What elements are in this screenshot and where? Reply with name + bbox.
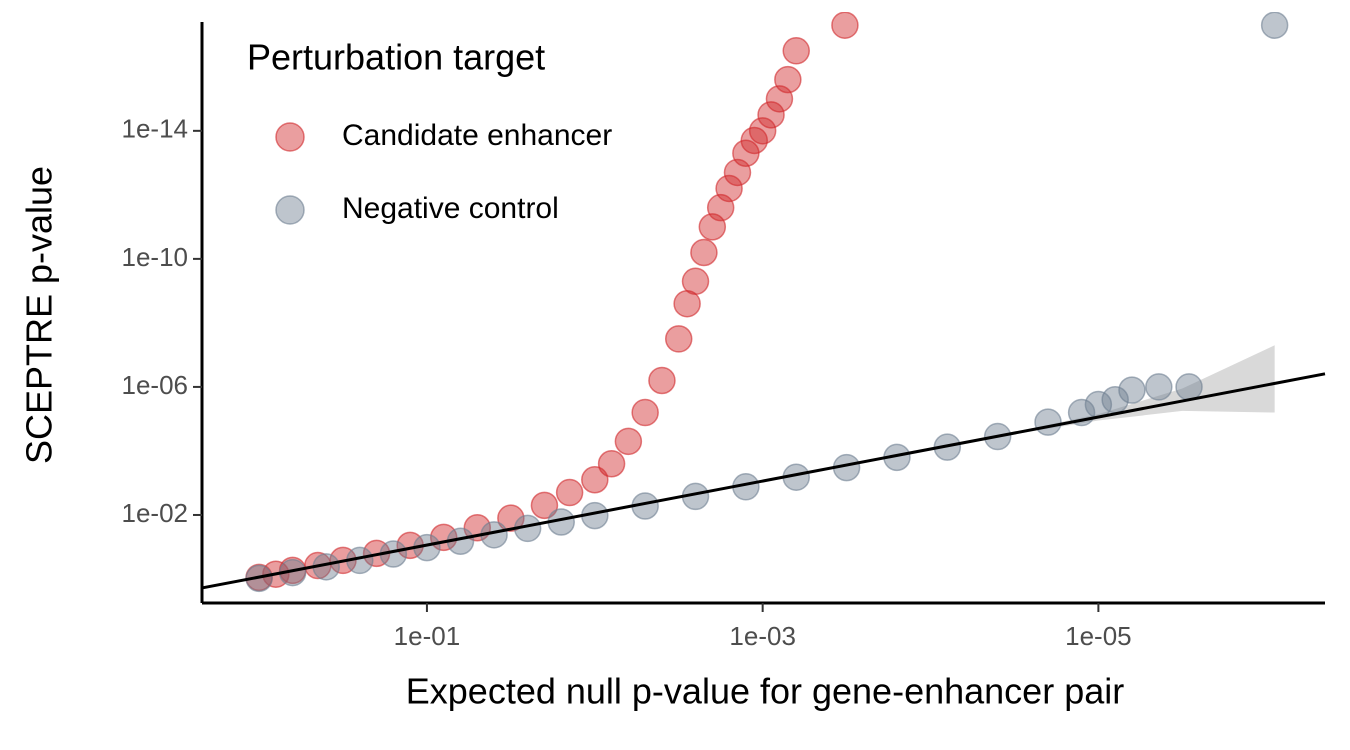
x-tick-label: 1e-03	[729, 621, 796, 651]
point	[664, 325, 693, 353]
y-tick-label: 1e-10	[122, 242, 189, 272]
point	[774, 65, 802, 94]
point	[1175, 373, 1203, 401]
legend-marker	[275, 122, 305, 152]
point	[757, 101, 785, 129]
reference-line	[201, 372, 1326, 590]
confidence-band	[980, 345, 1275, 440]
y-tick-label: 1e-02	[122, 498, 189, 528]
point	[530, 491, 559, 520]
point	[690, 238, 718, 267]
point	[748, 117, 777, 145]
point	[614, 427, 643, 456]
point	[497, 504, 525, 532]
legend-marker	[275, 195, 305, 225]
point	[631, 398, 659, 427]
y-tick-label: 1e-14	[122, 114, 189, 144]
point	[555, 478, 584, 507]
y-tick-label: 1e-06	[122, 370, 189, 400]
point	[1145, 373, 1173, 401]
point	[581, 466, 609, 494]
x-tick-label: 1e-05	[1065, 621, 1132, 651]
legend-title: Perturbation target	[247, 37, 545, 78]
point	[715, 174, 743, 203]
legend-label: Negative control	[342, 192, 559, 225]
y-axis-label: SCEPTRE p-value	[19, 166, 60, 464]
point	[597, 450, 626, 478]
point	[831, 12, 859, 39]
point	[648, 366, 676, 395]
x-tick-label: 1e-01	[394, 621, 461, 651]
legend-label: Candidate enhancer	[342, 119, 612, 152]
point	[681, 267, 710, 296]
point	[782, 37, 810, 65]
point	[1260, 12, 1289, 39]
point	[1118, 376, 1146, 404]
x-axis-label: Expected null p-value for gene-enhancer …	[406, 671, 1124, 712]
point	[1034, 408, 1062, 436]
